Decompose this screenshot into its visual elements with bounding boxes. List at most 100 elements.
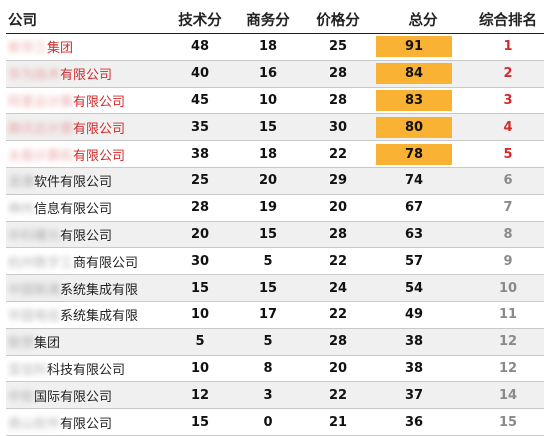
- company-name-suffix: 集团: [34, 336, 61, 352]
- total-score-cell: 84: [374, 60, 472, 88]
- table-row: 亚信科科技有限公司 10 8 20 38 12: [6, 355, 544, 383]
- price-score-cell: 25: [302, 33, 374, 61]
- company-name-suffix: 系统集成有限: [60, 309, 139, 325]
- company-name-suffix: 有限公司: [60, 416, 113, 432]
- total-score-value: 54: [404, 280, 424, 296]
- tech-score-cell: 45: [166, 87, 234, 115]
- business-score-cell: 8: [234, 355, 302, 383]
- company-name-cell: 神州信息有限公司: [6, 194, 166, 222]
- company-name-cell: 腾讯云计算有限公司: [6, 113, 166, 142]
- table-row: 杭州数字工商有限公司 30 5 22 57 9: [6, 247, 544, 276]
- rank-cell: 8: [472, 221, 544, 249]
- company-name-cell: 中科曙光有限公司: [6, 221, 166, 249]
- tech-score-cell: 20: [166, 221, 234, 249]
- company-name-suffix: 有限公司: [73, 148, 126, 164]
- tech-score-cell: 5: [166, 328, 234, 356]
- total-score-value: 91: [376, 36, 452, 58]
- rank-cell: 12: [472, 355, 544, 383]
- company-name-suffix: 商有限公司: [73, 255, 139, 271]
- total-score-cell: 54: [374, 274, 472, 302]
- tech-score-cell: 40: [166, 60, 234, 88]
- price-score-cell: 22: [302, 140, 374, 168]
- company-name-cell: 南山软件有限公司: [6, 408, 166, 436]
- company-name-suffix: 有限公司: [60, 228, 113, 244]
- company-name-suffix: 信息有限公司: [34, 202, 113, 218]
- price-score-cell: 21: [302, 408, 374, 436]
- business-score-cell: 18: [234, 33, 302, 61]
- table-row: 腾讯云计算有限公司 35 15 30 80 4: [6, 113, 544, 142]
- business-score-cell: 15: [234, 113, 302, 142]
- company-name-cell: 联想集团: [6, 328, 166, 356]
- table-row: 浪潮软件有限公司 25 20 29 74 6: [6, 167, 544, 195]
- rank-cell: 5: [472, 140, 544, 168]
- table-header-row: 公司 技术分 商务分 价格分 总分 综合排名: [6, 6, 544, 34]
- total-score-value: 84: [376, 63, 452, 85]
- price-score-cell: 29: [302, 167, 374, 195]
- price-score-cell: 28: [302, 87, 374, 115]
- table-row: 神州信息有限公司 28 19 20 67 7: [6, 194, 544, 222]
- business-score-cell: 15: [234, 221, 302, 249]
- table-row: 中软国际有限公司 12 3 22 37 14: [6, 381, 544, 410]
- price-score-cell: 22: [302, 247, 374, 276]
- rank-cell: 11: [472, 301, 544, 329]
- rank-cell: 3: [472, 87, 544, 115]
- rank-cell: 9: [472, 247, 544, 276]
- company-name-redacted: 中科曙光: [8, 228, 61, 244]
- business-score-cell: 18: [234, 140, 302, 168]
- company-name-suffix: 软件有限公司: [34, 175, 113, 191]
- total-score-value: 83: [376, 89, 452, 111]
- tech-score-cell: 12: [166, 381, 234, 410]
- total-score-value: 67: [404, 200, 424, 216]
- table-row: 华为技术有限公司 40 16 28 84 2: [6, 60, 544, 88]
- total-score-cell: 67: [374, 194, 472, 222]
- business-score-cell: 20: [234, 167, 302, 195]
- price-score-cell: 22: [302, 301, 374, 329]
- company-name-redacted: 中国电信: [8, 309, 61, 325]
- table-row: 太极计算机有限公司 38 18 22 78 5: [6, 140, 544, 168]
- rank-cell: 14: [472, 381, 544, 410]
- company-name-suffix: 系统集成有限: [60, 282, 139, 298]
- company-name-redacted: 亚信科: [8, 362, 48, 378]
- company-name-redacted: 联想: [8, 336, 35, 352]
- business-score-cell: 5: [234, 328, 302, 356]
- rank-cell: 12: [472, 328, 544, 356]
- bid-score-table: 公司 技术分 商务分 价格分 总分 综合排名 新华三集团 48 18 25 91 1 华为技…: [6, 6, 544, 436]
- company-name-suffix: 有限公司: [73, 121, 126, 137]
- tech-score-cell: 15: [166, 408, 234, 436]
- total-score-cell: 49: [374, 301, 472, 329]
- total-score-value: 37: [404, 387, 424, 403]
- company-name-cell: 阿里云计算有限公司: [6, 87, 166, 115]
- company-name-redacted: 中软: [8, 389, 35, 405]
- total-score-value: 78: [376, 143, 452, 165]
- company-name-suffix: 国际有限公司: [34, 389, 113, 405]
- price-score-cell: 22: [302, 381, 374, 410]
- total-score-cell: 91: [374, 33, 472, 61]
- total-score-cell: 63: [374, 221, 472, 249]
- tech-score-cell: 35: [166, 113, 234, 142]
- total-score-cell: 37: [374, 381, 472, 410]
- company-name-suffix: 集团: [47, 41, 74, 57]
- rank-cell: 7: [472, 194, 544, 222]
- total-score-value: 80: [376, 116, 452, 138]
- tech-score-cell: 38: [166, 140, 234, 168]
- tech-score-cell: 48: [166, 33, 234, 61]
- header-overall-rank: 综合排名: [472, 6, 544, 34]
- total-score-cell: 57: [374, 247, 472, 276]
- company-name-redacted: 杭州数字工: [8, 255, 74, 271]
- rank-cell: 15: [472, 408, 544, 436]
- price-score-cell: 24: [302, 274, 374, 302]
- table-row: 中科曙光有限公司 20 15 28 63 8: [6, 221, 544, 249]
- company-name-cell: 中国联通系统集成有限: [6, 274, 166, 302]
- business-score-cell: 19: [234, 194, 302, 222]
- rank-cell: 4: [472, 113, 544, 142]
- tech-score-cell: 25: [166, 167, 234, 195]
- company-name-redacted: 华为技术: [8, 68, 61, 84]
- company-name-redacted: 新华三: [8, 41, 48, 57]
- company-name-cell: 华为技术有限公司: [6, 60, 166, 88]
- price-score-cell: 28: [302, 328, 374, 356]
- company-name-suffix: 科技有限公司: [47, 362, 126, 378]
- company-name-redacted: 神州: [8, 202, 35, 218]
- tech-score-cell: 30: [166, 247, 234, 276]
- total-score-cell: 36: [374, 408, 472, 436]
